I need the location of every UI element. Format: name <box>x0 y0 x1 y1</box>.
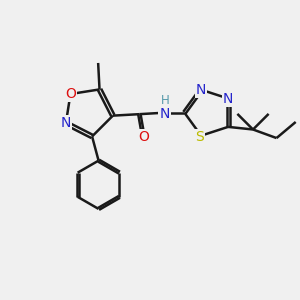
Text: N: N <box>196 83 206 97</box>
Text: N: N <box>159 107 170 122</box>
Text: N: N <box>223 92 233 106</box>
Text: O: O <box>138 130 149 144</box>
Text: S: S <box>195 130 204 144</box>
Text: H: H <box>160 94 169 107</box>
Text: N: N <box>61 116 71 130</box>
Text: O: O <box>65 87 76 101</box>
